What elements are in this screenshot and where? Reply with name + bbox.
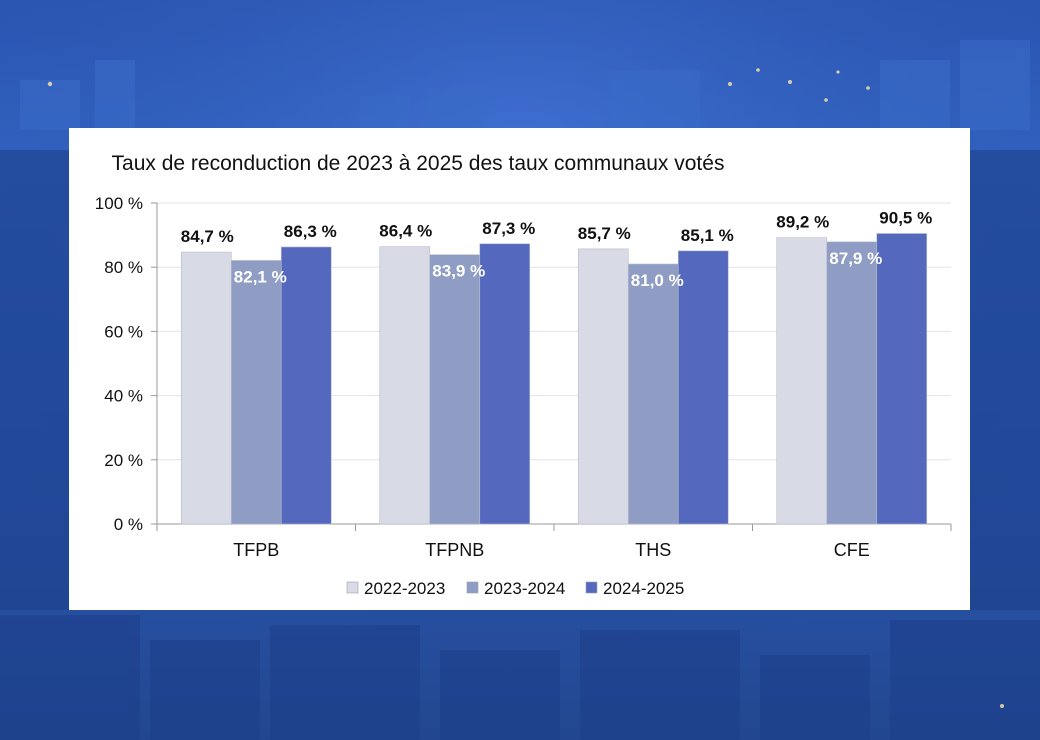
data-label: 87,9 %: [829, 249, 882, 268]
legend-swatch: [585, 581, 598, 594]
chart-title: Taux de reconduction de 2023 à 2025 des …: [112, 152, 725, 175]
bar: [230, 260, 282, 525]
x-tick-label: TFPNB: [425, 540, 484, 560]
data-label: 86,3 %: [284, 222, 337, 241]
data-label: 81,0 %: [631, 271, 684, 290]
x-tick-label: TFPB: [233, 540, 279, 560]
y-tick-label: 0 %: [114, 515, 143, 534]
legend: 2022-2023 2023-2024 2024-2025: [346, 579, 684, 598]
legend-label: 2023-2024: [484, 579, 565, 598]
bar: [180, 251, 232, 525]
data-label: 85,7 %: [578, 224, 631, 243]
data-labels: 84,7 % 82,1 % 86,3 % 86,4 % 83,9 % 87,3 % 85,7…: [181, 208, 932, 289]
bar: [429, 254, 481, 525]
y-tick-label: 40 %: [104, 387, 143, 406]
bar: [826, 241, 878, 525]
x-tick-label: THS: [635, 540, 671, 560]
y-tick-label: 80 %: [104, 258, 143, 277]
bar: [280, 246, 332, 525]
data-label: 82,1 %: [234, 267, 287, 286]
bar-chart: Taux de reconduction de 2023 à 2025 des …: [95, 152, 952, 598]
bars: [180, 233, 928, 525]
y-tick-label: 20 %: [104, 451, 143, 470]
x-tick-label: CFE: [834, 540, 870, 560]
legend-swatch: [466, 581, 479, 594]
y-tick-label: 100 %: [95, 194, 143, 213]
data-label: 84,7 %: [181, 227, 234, 246]
y-tick-label: 60 %: [104, 322, 143, 341]
data-label: 86,4 %: [379, 222, 432, 241]
legend-swatch: [346, 581, 359, 594]
bar: [627, 263, 679, 525]
legend-label: 2022-2023: [364, 579, 445, 598]
axes: 0 % 20 % 40 % 60 % 80 % 100 % TFPB TFPNB THS CFE: [95, 194, 952, 560]
bar: [677, 250, 729, 525]
data-label: 85,1 %: [681, 226, 734, 245]
data-label: 89,2 %: [776, 213, 829, 232]
bar: [876, 233, 928, 525]
legend-label: 2024-2025: [603, 579, 684, 598]
data-label: 87,3 %: [482, 219, 535, 238]
data-label: 90,5 %: [879, 208, 932, 227]
chart-card: Taux de reconduction de 2023 à 2025 des …: [69, 128, 970, 610]
bar: [379, 246, 431, 525]
bar: [577, 248, 629, 525]
bar: [479, 243, 531, 525]
data-label: 83,9 %: [432, 262, 485, 281]
bar: [776, 237, 828, 525]
